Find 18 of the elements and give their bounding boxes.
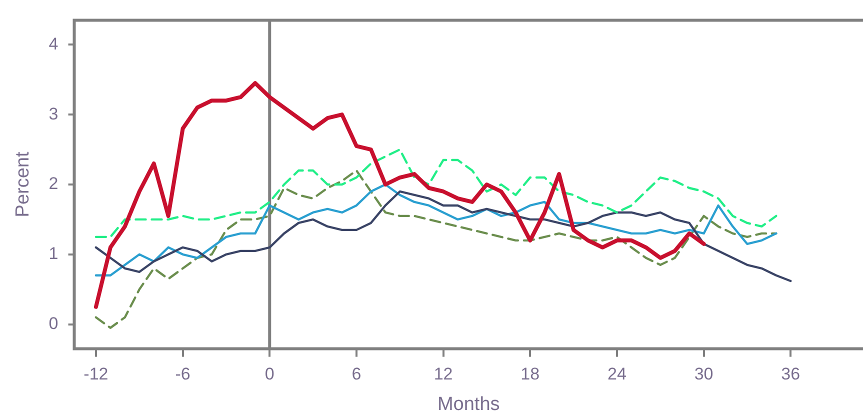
x-tick-label: 24 (608, 364, 626, 384)
x-axis-title: Months (437, 394, 500, 415)
x-tick-label: 0 (264, 364, 274, 384)
y-tick-label: 2 (48, 174, 58, 194)
x-tick-label: -6 (175, 364, 190, 384)
x-tick-label: 12 (434, 364, 453, 384)
line-series (94, 148, 778, 238)
y-tick-label: 0 (48, 314, 58, 334)
x-tick-label: 18 (520, 364, 540, 384)
x-tick-label: -12 (84, 364, 108, 384)
y-tick-label: 4 (48, 34, 58, 54)
y-axis-title: Percent (12, 151, 34, 218)
y-tick-label: 1 (48, 244, 58, 264)
line-series (94, 169, 778, 329)
x-tick-label: 6 (352, 364, 362, 384)
x-tick-label: 30 (694, 364, 714, 384)
x-tick-label: 36 (781, 364, 800, 384)
y-tick-label: 3 (48, 104, 58, 124)
